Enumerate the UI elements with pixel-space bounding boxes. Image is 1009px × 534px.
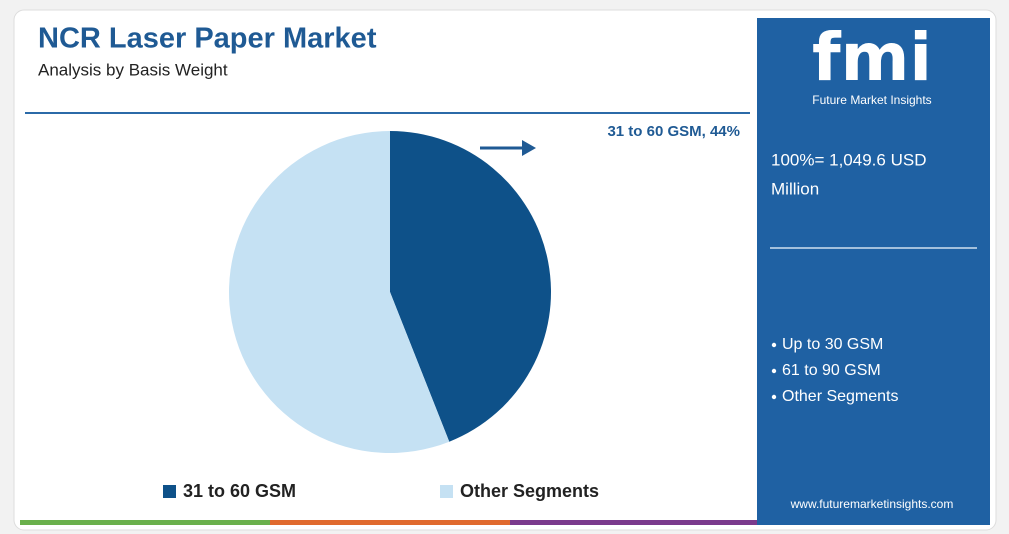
data-label: 31 to 60 GSM, 44%	[607, 123, 740, 140]
legend-swatch	[163, 485, 176, 498]
bullet	[771, 394, 777, 400]
chart-title: NCR Laser Paper Market	[38, 23, 377, 55]
legend-label: Other Segments	[460, 481, 599, 501]
bullet	[771, 368, 777, 374]
logo: fmi	[812, 19, 932, 96]
total-text: Million	[771, 179, 819, 198]
color-bar	[510, 520, 757, 525]
bullet	[771, 342, 777, 348]
side-panel	[757, 18, 990, 525]
total-text: 100%= 1,049.6 USD	[771, 150, 926, 169]
pie-slice	[229, 131, 450, 453]
chart-subtitle: Analysis by Basis Weight	[38, 60, 228, 79]
pie-slice	[390, 131, 551, 442]
brand-name: Future Market Insights	[812, 93, 931, 107]
color-bar	[20, 520, 270, 525]
arrow-head	[522, 140, 536, 156]
segment-item: Up to 30 GSM	[782, 336, 883, 353]
legend-swatch	[440, 485, 453, 498]
website: www.futuremarketinsights.com	[790, 497, 954, 511]
legend-label: 31 to 60 GSM	[183, 481, 296, 501]
color-bar	[270, 520, 510, 525]
segment-item: Other Segments	[782, 388, 899, 405]
segment-item: 61 to 90 GSM	[782, 362, 881, 379]
